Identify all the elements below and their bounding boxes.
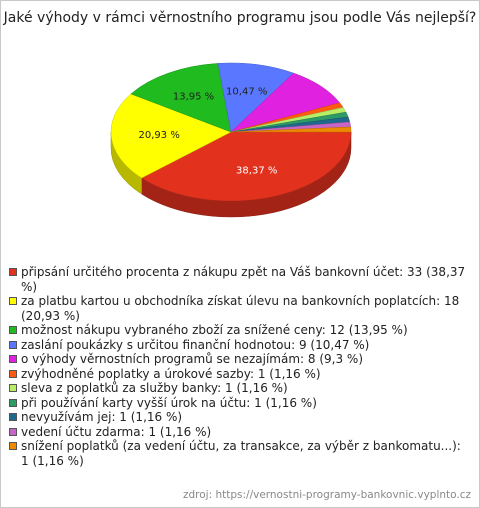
legend-item: nevyužívám jej: 1 (1,16 %) (9, 410, 471, 425)
legend-label: o výhody věrnostních programů se nezajím… (21, 352, 364, 366)
legend-label: zaslání poukázky s určitou finanční hodn… (21, 337, 370, 352)
legend-swatch (9, 384, 17, 392)
legend-label: za platbu kartou u obchodníka získat úle… (21, 294, 460, 323)
slice (141, 131, 352, 202)
legend-swatch (9, 442, 17, 450)
legend-label: sleva z poplatků za služby banky: 1 (1,1… (21, 381, 288, 395)
legend-item: za platbu kartou u obchodníka získat úle… (9, 294, 471, 323)
legend-item: o výhody věrnostních programů se nezajím… (9, 352, 471, 367)
legend-swatch (9, 268, 17, 276)
chart-title: Jaké výhody v rámci věrnostního programu… (3, 10, 477, 26)
slice-label: 20,93 % (139, 130, 180, 141)
legend-item: snížení poplatků (za vedení účtu, za tra… (9, 439, 471, 468)
legend-label: zvýhodněné poplatky a úrokové sazby: 1 (… (21, 366, 321, 381)
legend-swatch (9, 398, 17, 407)
source: zdroj: https://vernostni-programy-bankov… (182, 489, 471, 501)
legend-item: při používání karty vyšší úrok na účtu: … (9, 396, 471, 411)
slice (230, 126, 352, 133)
legend: připsání určitého procenta z nákupu zpět… (9, 265, 471, 468)
legend-label: snížení poplatků (za vedení účtu, za tra… (21, 439, 461, 468)
legend-swatch (9, 369, 17, 378)
legend-swatch (9, 297, 17, 305)
pie-area: 38,37 % 20,93 % 13,95 % 10,47 % (110, 62, 352, 218)
legend-label: při používání karty vyšší úrok na účtu: … (21, 395, 317, 410)
slice-label: 10,47 % (226, 87, 267, 98)
legend-item: možnost nákupu vybraného zboží za snížen… (9, 323, 471, 338)
legend-swatch (9, 413, 17, 421)
legend-item: zvýhodněné poplatky a úrokové sazby: 1 (… (9, 367, 471, 382)
slice-label: 38,37 % (236, 166, 277, 177)
legend-item: připsání určitého procenta z nákupu zpět… (9, 265, 471, 294)
legend-label: možnost nákupu vybraného zboží za snížen… (21, 323, 408, 337)
legend-swatch (9, 326, 17, 334)
legend-item: vedení účtu zdarma: 1 (1,16 %) (9, 425, 471, 440)
legend-item: sleva z poplatků za služby banky: 1 (1,1… (9, 381, 471, 396)
legend-label: vedení účtu zdarma: 1 (1,16 %) (21, 424, 212, 439)
slice (217, 62, 295, 133)
slice-label: 13,95 % (173, 92, 214, 103)
legend-label: nevyužívám jej: 1 (1,16 %) (21, 410, 183, 424)
legend-swatch (9, 355, 17, 363)
legend-swatch (9, 340, 17, 349)
slice (130, 63, 232, 133)
legend-label: připsání určitého procenta z nákupu zpět… (21, 265, 466, 294)
slice (110, 93, 232, 179)
legend-swatch (9, 427, 17, 436)
legend-item: zaslání poukázky s určitou finanční hodn… (9, 338, 471, 353)
